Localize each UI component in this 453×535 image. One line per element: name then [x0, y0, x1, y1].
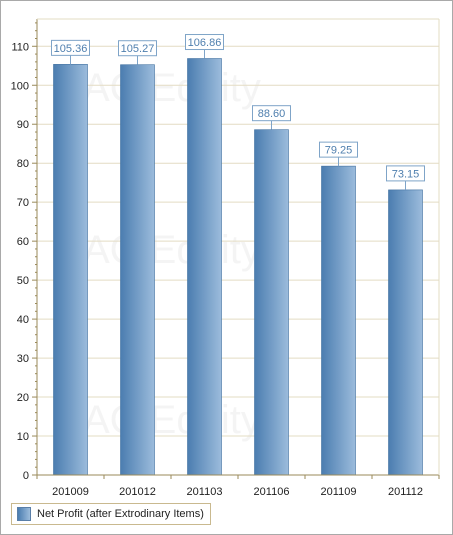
- y-tick-label-80: 80: [17, 158, 29, 170]
- y-tick-label-100: 100: [11, 80, 29, 92]
- data-label-201012: 105.27: [121, 43, 155, 55]
- bar-chart: AC Equity AC Equity AC Equity 0 10 20 30 40 50 6…: [11, 18, 440, 498]
- bar-201103: [187, 58, 222, 476]
- watermark-text-2: AC Equity: [83, 398, 261, 442]
- legend-swatch: [17, 507, 31, 521]
- y-tick-label-20: 20: [17, 392, 29, 404]
- watermark-text-0: AC Equity: [83, 66, 261, 110]
- y-tick-label-30: 30: [17, 353, 29, 365]
- data-label-201106: 88.60: [258, 108, 286, 120]
- bar-201012: [120, 64, 155, 476]
- data-label-201112: 73.15: [392, 168, 420, 180]
- data-label-201103: 106.86: [188, 37, 222, 49]
- legend: Net Profit (after Extrodinary Items): [11, 503, 211, 525]
- data-labels: 105.36 105.27 106.86 88.60 79.25 73.15: [51, 34, 425, 190]
- data-label-box-201012: [118, 40, 157, 57]
- x-tick-label-201106: 201106: [254, 486, 290, 498]
- gridlines: [37, 45, 439, 437]
- y-tick-label-60: 60: [17, 236, 29, 248]
- legend-label: Net Profit (after Extrodinary Items): [37, 508, 204, 520]
- bars: [53, 58, 423, 476]
- bar-201106: [254, 129, 289, 476]
- data-label-box-201106: [252, 105, 291, 122]
- y-tick-label-40: 40: [17, 314, 29, 326]
- y-axis-ticks: 0 10 20 30 40 50 60 70 80 90 100 110: [11, 22, 37, 482]
- data-label-box-201103: [185, 34, 224, 51]
- y-tick-label-110: 110: [11, 41, 29, 53]
- y-tick-label-0: 0: [23, 470, 29, 482]
- x-axis-ticks: 201009 201012 201103 201106 201109 201112: [36, 475, 440, 498]
- x-tick-label-201009: 201009: [52, 486, 89, 498]
- y-tick-label-10: 10: [17, 431, 29, 443]
- x-tick-label-201109: 201109: [321, 486, 357, 498]
- data-label-201109: 79.25: [325, 145, 353, 157]
- x-tick-label-201103: 201103: [187, 486, 223, 498]
- y-tick-label-90: 90: [17, 119, 29, 131]
- x-tick-label-201112: 201112: [388, 486, 423, 498]
- x-tick-label-201012: 201012: [119, 486, 156, 498]
- bar-201112: [388, 189, 423, 476]
- plot-area: [37, 19, 439, 475]
- y-tick-label-70: 70: [17, 197, 29, 209]
- data-label-box-201109: [319, 141, 358, 158]
- data-label-box-201009: [51, 39, 90, 56]
- watermark-layer: AC Equity AC Equity AC Equity: [83, 66, 261, 442]
- bar-201109: [321, 165, 356, 476]
- y-tick-label-50: 50: [17, 275, 29, 287]
- data-label-201009: 105.36: [54, 43, 88, 55]
- data-label-box-201112: [386, 165, 425, 182]
- watermark-text-1: AC Equity: [83, 228, 261, 272]
- bar-201009: [53, 64, 88, 476]
